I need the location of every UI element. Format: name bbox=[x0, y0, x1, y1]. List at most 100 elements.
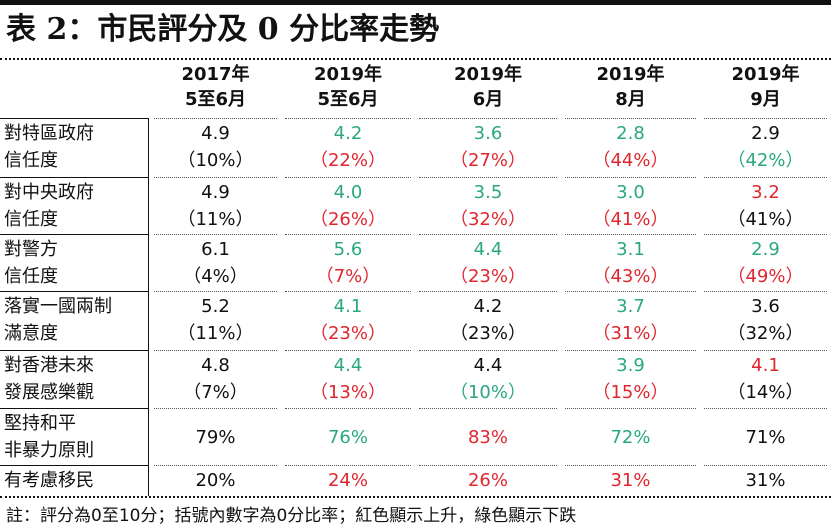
row-rule-column bbox=[704, 234, 827, 235]
row-label: 對中央政府 bbox=[4, 182, 94, 203]
row-rule-left bbox=[0, 408, 148, 409]
footer-divider bbox=[0, 496, 831, 498]
row-label: 發展感樂觀 bbox=[4, 382, 94, 403]
zero-score-rate: （23%） bbox=[309, 323, 386, 344]
score-value: 4.1 bbox=[333, 296, 363, 317]
score-value: 2.9 bbox=[751, 123, 780, 144]
row-rule-left bbox=[0, 291, 148, 292]
row-rule-column bbox=[419, 234, 557, 235]
zero-score-rate: （4%） bbox=[183, 266, 248, 287]
column-header-year: 2019年 bbox=[453, 64, 523, 85]
row-rule-column bbox=[565, 177, 696, 178]
score-value: 79% bbox=[195, 427, 236, 448]
column-header: 2017年 5至6月 bbox=[150, 62, 281, 114]
row-rule-column bbox=[704, 177, 827, 178]
zero-score-rate: （32%） bbox=[727, 323, 804, 344]
row-rule-column bbox=[285, 465, 411, 466]
row-rule-column bbox=[285, 291, 411, 292]
title-divider bbox=[0, 58, 831, 60]
row-label: 信任度 bbox=[4, 150, 58, 171]
row-rule-column bbox=[565, 234, 696, 235]
row-label-cell: 有考慮移民 bbox=[0, 465, 149, 496]
row-rule-left bbox=[0, 177, 148, 178]
zero-score-rate: （32%） bbox=[449, 209, 526, 230]
zero-score-rate: （7%） bbox=[183, 382, 248, 403]
row-rule-column bbox=[419, 350, 557, 351]
table-row: 有考慮移民 20% 24% 26% 31% 31% bbox=[0, 465, 831, 496]
table-row: 落實一國兩制 滿意度 5.2 （11%） 4.1 （23%） 4.2 （23%） 3.7 （31%… bbox=[0, 291, 831, 350]
row-rule-column bbox=[285, 408, 411, 409]
score-value: 31% bbox=[610, 470, 651, 491]
zero-score-rate: （22%） bbox=[309, 150, 386, 171]
top-rule bbox=[0, 0, 831, 5]
column-header: 2019年 6月 bbox=[415, 62, 561, 114]
score-value: 6.1 bbox=[201, 239, 230, 260]
score-value: 3.7 bbox=[616, 296, 645, 317]
header-rule-column bbox=[419, 118, 557, 119]
row-rule-column bbox=[419, 177, 557, 178]
score-value: 4.0 bbox=[333, 182, 363, 203]
score-value: 3.6 bbox=[473, 123, 503, 144]
score-value: 20% bbox=[195, 470, 236, 491]
row-label-cell: 堅持和平 非暴力原則 bbox=[0, 408, 149, 465]
row-rule-column bbox=[704, 350, 827, 351]
row-rule-left bbox=[0, 350, 148, 351]
column-header-year: 2019年 bbox=[596, 64, 665, 85]
row-label-cell: 對警方 信任度 bbox=[0, 234, 149, 291]
row-label: 信任度 bbox=[4, 266, 58, 287]
row-label: 對警方 bbox=[4, 239, 58, 260]
score-value: 2.9 bbox=[751, 239, 780, 260]
score-value: 4.1 bbox=[751, 355, 780, 376]
score-value: 3.0 bbox=[616, 182, 645, 203]
column-header-year: 2019年 bbox=[731, 64, 800, 85]
row-rule-column bbox=[154, 408, 277, 409]
score-value: 5.2 bbox=[201, 296, 230, 317]
header-rule-column bbox=[285, 118, 411, 119]
zero-score-rate: （27%） bbox=[449, 150, 526, 171]
score-value: 3.2 bbox=[751, 182, 780, 203]
row-rule-column bbox=[419, 465, 557, 466]
header-rule-left bbox=[0, 118, 148, 119]
zero-score-rate: （31%） bbox=[592, 323, 669, 344]
row-label: 落實一國兩制 bbox=[4, 296, 112, 317]
zero-score-rate: （13%） bbox=[309, 382, 386, 403]
row-rule-column bbox=[704, 291, 827, 292]
row-rule-column bbox=[154, 177, 277, 178]
score-value: 4.8 bbox=[201, 355, 230, 376]
table-row: 對特區政府 信任度 4.9 （10%） 4.2 （22%） 3.6 （27%） 2.8 （44%）… bbox=[0, 118, 831, 177]
column-header-period: 5至6月 bbox=[317, 89, 379, 110]
row-rule-left bbox=[0, 465, 148, 466]
footnote: 註：評分為0至10分；括號內數字為0分比率；紅色顯示上升，綠色顯示下跌 bbox=[6, 506, 577, 526]
row-rule-column bbox=[154, 465, 277, 466]
score-value: 3.6 bbox=[751, 296, 780, 317]
row-rule-column bbox=[285, 350, 411, 351]
score-value: 3.5 bbox=[473, 182, 503, 203]
row-label-cell: 對香港未來 發展感樂觀 bbox=[0, 350, 149, 408]
column-header-year: 2019年 bbox=[313, 64, 383, 85]
score-value: 76% bbox=[327, 427, 368, 448]
row-rule-column bbox=[285, 177, 411, 178]
row-label: 堅持和平 bbox=[4, 413, 76, 434]
row-label-cell: 落實一國兩制 滿意度 bbox=[0, 291, 149, 350]
column-header-period: 5至6月 bbox=[184, 89, 247, 110]
score-value: 4.9 bbox=[201, 182, 230, 203]
zero-score-rate: （23%） bbox=[449, 323, 526, 344]
zero-score-rate: （41%） bbox=[592, 209, 669, 230]
score-value: 71% bbox=[745, 427, 786, 448]
zero-score-rate: （7%） bbox=[315, 266, 381, 287]
score-value: 72% bbox=[610, 427, 651, 448]
table-row: 堅持和平 非暴力原則 79% 76% 83% 72% 71% bbox=[0, 408, 831, 465]
row-rule-column bbox=[285, 234, 411, 235]
zero-score-rate: （42%） bbox=[727, 150, 804, 171]
column-header: 2019年 5至6月 bbox=[281, 62, 415, 114]
zero-score-rate: （23%） bbox=[449, 266, 526, 287]
score-value: 3.9 bbox=[616, 355, 645, 376]
column-header: 2019年 8月 bbox=[561, 62, 700, 114]
row-rule-column bbox=[419, 408, 557, 409]
score-value: 31% bbox=[745, 470, 786, 491]
row-rule-column bbox=[154, 234, 277, 235]
row-rule-column bbox=[154, 350, 277, 351]
score-value: 4.4 bbox=[473, 239, 503, 260]
score-value: 4.2 bbox=[473, 296, 503, 317]
row-rule-left bbox=[0, 234, 148, 235]
